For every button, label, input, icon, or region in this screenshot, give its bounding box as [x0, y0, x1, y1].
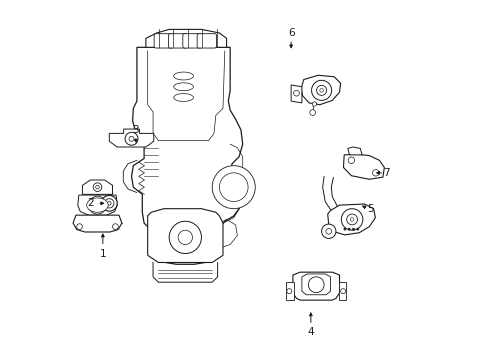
Circle shape: [94, 202, 101, 209]
Circle shape: [169, 221, 201, 253]
Circle shape: [343, 228, 346, 230]
Circle shape: [107, 202, 111, 205]
Polygon shape: [286, 282, 293, 300]
Polygon shape: [347, 147, 362, 155]
Circle shape: [96, 185, 99, 189]
Polygon shape: [301, 75, 340, 105]
Text: 3: 3: [132, 125, 138, 135]
Polygon shape: [73, 215, 122, 232]
Circle shape: [316, 85, 326, 95]
Circle shape: [178, 230, 192, 244]
Circle shape: [321, 224, 335, 238]
Circle shape: [212, 166, 255, 209]
Circle shape: [347, 228, 349, 230]
Text: 2: 2: [87, 198, 94, 208]
Circle shape: [356, 228, 358, 230]
Polygon shape: [78, 195, 117, 215]
Circle shape: [77, 224, 82, 229]
Circle shape: [319, 89, 323, 92]
Text: 5: 5: [366, 204, 372, 214]
Ellipse shape: [173, 72, 193, 80]
FancyBboxPatch shape: [197, 34, 216, 48]
Circle shape: [101, 195, 117, 211]
Polygon shape: [109, 129, 153, 147]
FancyBboxPatch shape: [168, 34, 187, 48]
Circle shape: [129, 136, 134, 141]
Circle shape: [104, 199, 114, 208]
Polygon shape: [131, 47, 242, 264]
Circle shape: [125, 132, 138, 145]
Text: 6: 6: [287, 28, 294, 38]
Text: 7: 7: [382, 168, 388, 178]
Circle shape: [341, 209, 362, 230]
Circle shape: [325, 228, 331, 234]
Circle shape: [312, 102, 316, 106]
Circle shape: [346, 214, 357, 225]
Polygon shape: [82, 180, 112, 194]
Ellipse shape: [173, 94, 193, 102]
Circle shape: [349, 218, 353, 221]
Polygon shape: [145, 30, 226, 47]
Polygon shape: [290, 85, 301, 103]
Text: 4: 4: [307, 327, 313, 337]
Polygon shape: [343, 154, 384, 179]
Circle shape: [88, 196, 106, 214]
Circle shape: [347, 157, 354, 163]
Circle shape: [311, 80, 331, 100]
Circle shape: [352, 228, 354, 230]
FancyBboxPatch shape: [183, 34, 202, 48]
Circle shape: [293, 90, 299, 96]
Circle shape: [372, 170, 378, 176]
Polygon shape: [147, 209, 223, 262]
Polygon shape: [338, 282, 346, 300]
Circle shape: [308, 277, 324, 293]
Ellipse shape: [173, 83, 193, 91]
Polygon shape: [327, 204, 375, 235]
Circle shape: [340, 289, 345, 294]
Circle shape: [309, 110, 315, 116]
Circle shape: [112, 224, 118, 229]
FancyBboxPatch shape: [154, 34, 173, 48]
Polygon shape: [292, 272, 339, 300]
Circle shape: [219, 173, 247, 202]
Text: 1: 1: [100, 248, 106, 258]
Circle shape: [286, 289, 291, 294]
Ellipse shape: [86, 198, 108, 212]
Polygon shape: [301, 274, 330, 295]
Circle shape: [93, 183, 102, 192]
